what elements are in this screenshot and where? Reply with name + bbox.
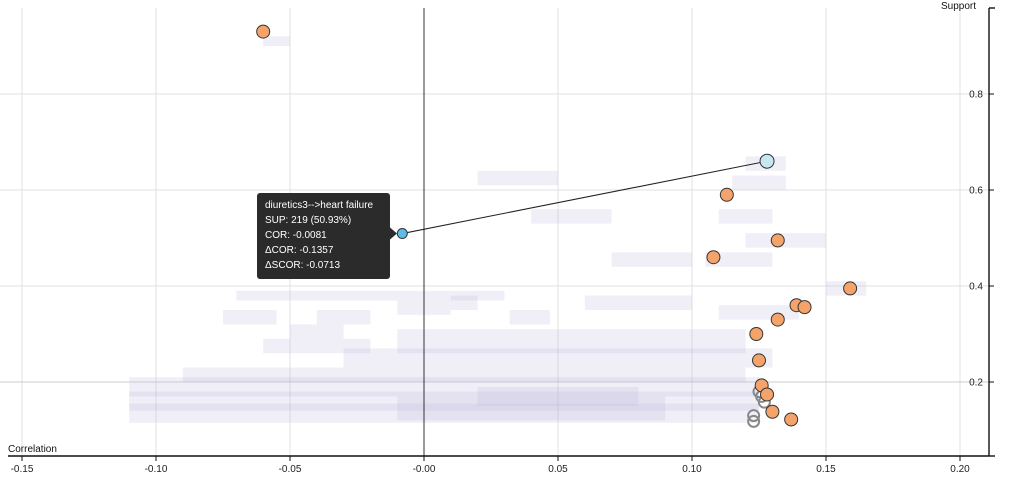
density-cell [705,252,773,267]
tooltip: diuretics3-->heart failure SUP: 219 (50.9… [257,193,397,279]
x-tick-label: -0.00 [413,464,436,475]
selected-rule-line-layer [402,160,768,235]
highlighted-point [719,187,734,202]
density-cell [718,305,800,320]
selected-rule-point [396,228,408,240]
tooltip-box [257,193,390,279]
density-cell [745,233,826,248]
density-cell [316,310,371,325]
density-cell [397,329,746,354]
highlighted-point [765,404,780,419]
x-tick-label: 0.20 [950,464,970,475]
density-cell [343,348,773,368]
highlighted-point [843,281,858,296]
density-cell [129,377,759,397]
x-axis-title: Correlation [8,444,57,455]
x-tick-label: -0.10 [145,464,168,475]
tooltip-arrow [390,227,397,240]
density-cell [129,403,759,423]
tooltip-line: diuretics3-->heart failure [265,200,374,211]
outline-point [747,414,761,428]
highlighted-point [770,233,785,248]
y-axis-title: Support [941,1,976,12]
density-cell [223,310,277,325]
outline-point [747,409,761,423]
highlighted-point [706,250,721,265]
x-tick-label: -0.05 [279,464,302,475]
highlighted-point [784,412,799,427]
density-cell [584,295,692,310]
tooltip-line: COR: -0.0081 [265,230,327,241]
grid-layer [0,8,989,456]
highlighted-point [749,327,764,341]
density-cell [236,290,505,301]
tooltip-line: ΔCOR: -0.1357 [265,245,334,256]
axis-layer: -0.15 -0.10 -0.05 -0.00 0.05 0.10 0.15 0.20 0.2 0… [8,7,995,475]
density-cell [263,338,371,354]
density-cell [477,386,639,406]
x-tick-label: 0.15 [816,464,836,475]
density-cell [732,175,786,190]
y-tick-label: 0.6 [969,186,983,197]
density-cell [397,396,666,421]
tooltip-line: ΔSCOR: -0.0713 [265,260,340,271]
density-cell [290,324,344,339]
x-tick-label: -0.15 [11,464,34,475]
tooltip-line: SUP: 219 (50.93%) [265,215,351,226]
y-tick-label: 0.8 [969,90,983,101]
density-cell [718,209,773,224]
density-cell [129,391,759,411]
density-cell [531,209,612,224]
density-layer [129,36,867,423]
density-cell [611,252,692,267]
selected-rule-line [402,160,768,235]
highlighted-point [797,300,812,315]
highlighted-point [256,24,271,39]
y-tick-label: 0.4 [969,282,983,293]
density-cell [509,310,550,325]
selected-rule-target-point [759,153,775,169]
density-cell [263,36,290,46]
y-tick-label: 0.2 [969,378,983,389]
highlighted-point [760,387,775,402]
point-layer [256,24,858,428]
highlighted-point [770,312,785,327]
x-tick-label: 0.05 [548,464,568,475]
highlighted-point [752,353,766,368]
x-tick-label: 0.10 [682,464,702,475]
density-cell [450,295,478,310]
density-cell [477,170,558,186]
density-cell [182,367,746,382]
